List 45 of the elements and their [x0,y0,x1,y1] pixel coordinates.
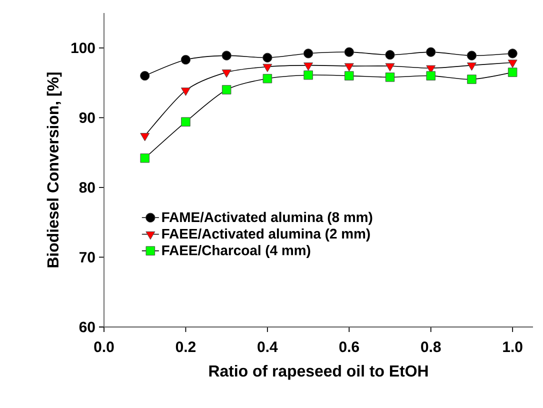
x-tick-label: 0.4 [258,342,278,352]
point [385,72,395,82]
point [426,47,436,57]
point [222,50,232,60]
y-tick-label: 100 [71,42,95,54]
point [426,71,436,80]
point [304,62,314,71]
point [303,48,314,58]
point [140,132,150,142]
point [222,85,232,94]
x-tick-label: 0.6 [339,342,359,352]
point [180,88,190,96]
y-tick-label: 70 [80,252,95,263]
y-tick-label: 90 [79,112,95,123]
point [181,117,190,126]
y-tick-label: 60 [79,322,95,332]
point [508,68,518,77]
y-tick-label: 80 [79,182,95,193]
x-tick-label: 0.0 [94,342,114,352]
point [180,54,191,65]
x-tick-label: 0.8 [421,342,441,352]
point [466,50,477,60]
point [140,154,150,163]
point [262,52,272,62]
point [344,47,354,57]
point [344,71,354,80]
point [222,69,232,78]
point [344,63,354,72]
legend-label: FAEE/Activated alumina (2 mm) [162,228,370,242]
legend-label: FAEE/Charcoal (4 mm) [162,245,310,258]
y-axis-title: Biodiesel Conversion, [%] [46,72,62,268]
point [385,50,395,60]
legend-label: FAME/Activated alumina (8 mm) [162,212,372,225]
point [262,64,272,72]
point [466,62,476,71]
x-tick-label: 0.2 [176,342,196,352]
point [508,48,518,58]
point [467,74,476,84]
point [385,63,395,72]
x-tick-label: 1.0 [503,342,522,352]
point [262,74,272,84]
x-axis-title: Ratio of rapeseed oil to EtOH [209,364,428,380]
point [304,70,313,80]
point [508,60,518,68]
point [140,70,150,81]
